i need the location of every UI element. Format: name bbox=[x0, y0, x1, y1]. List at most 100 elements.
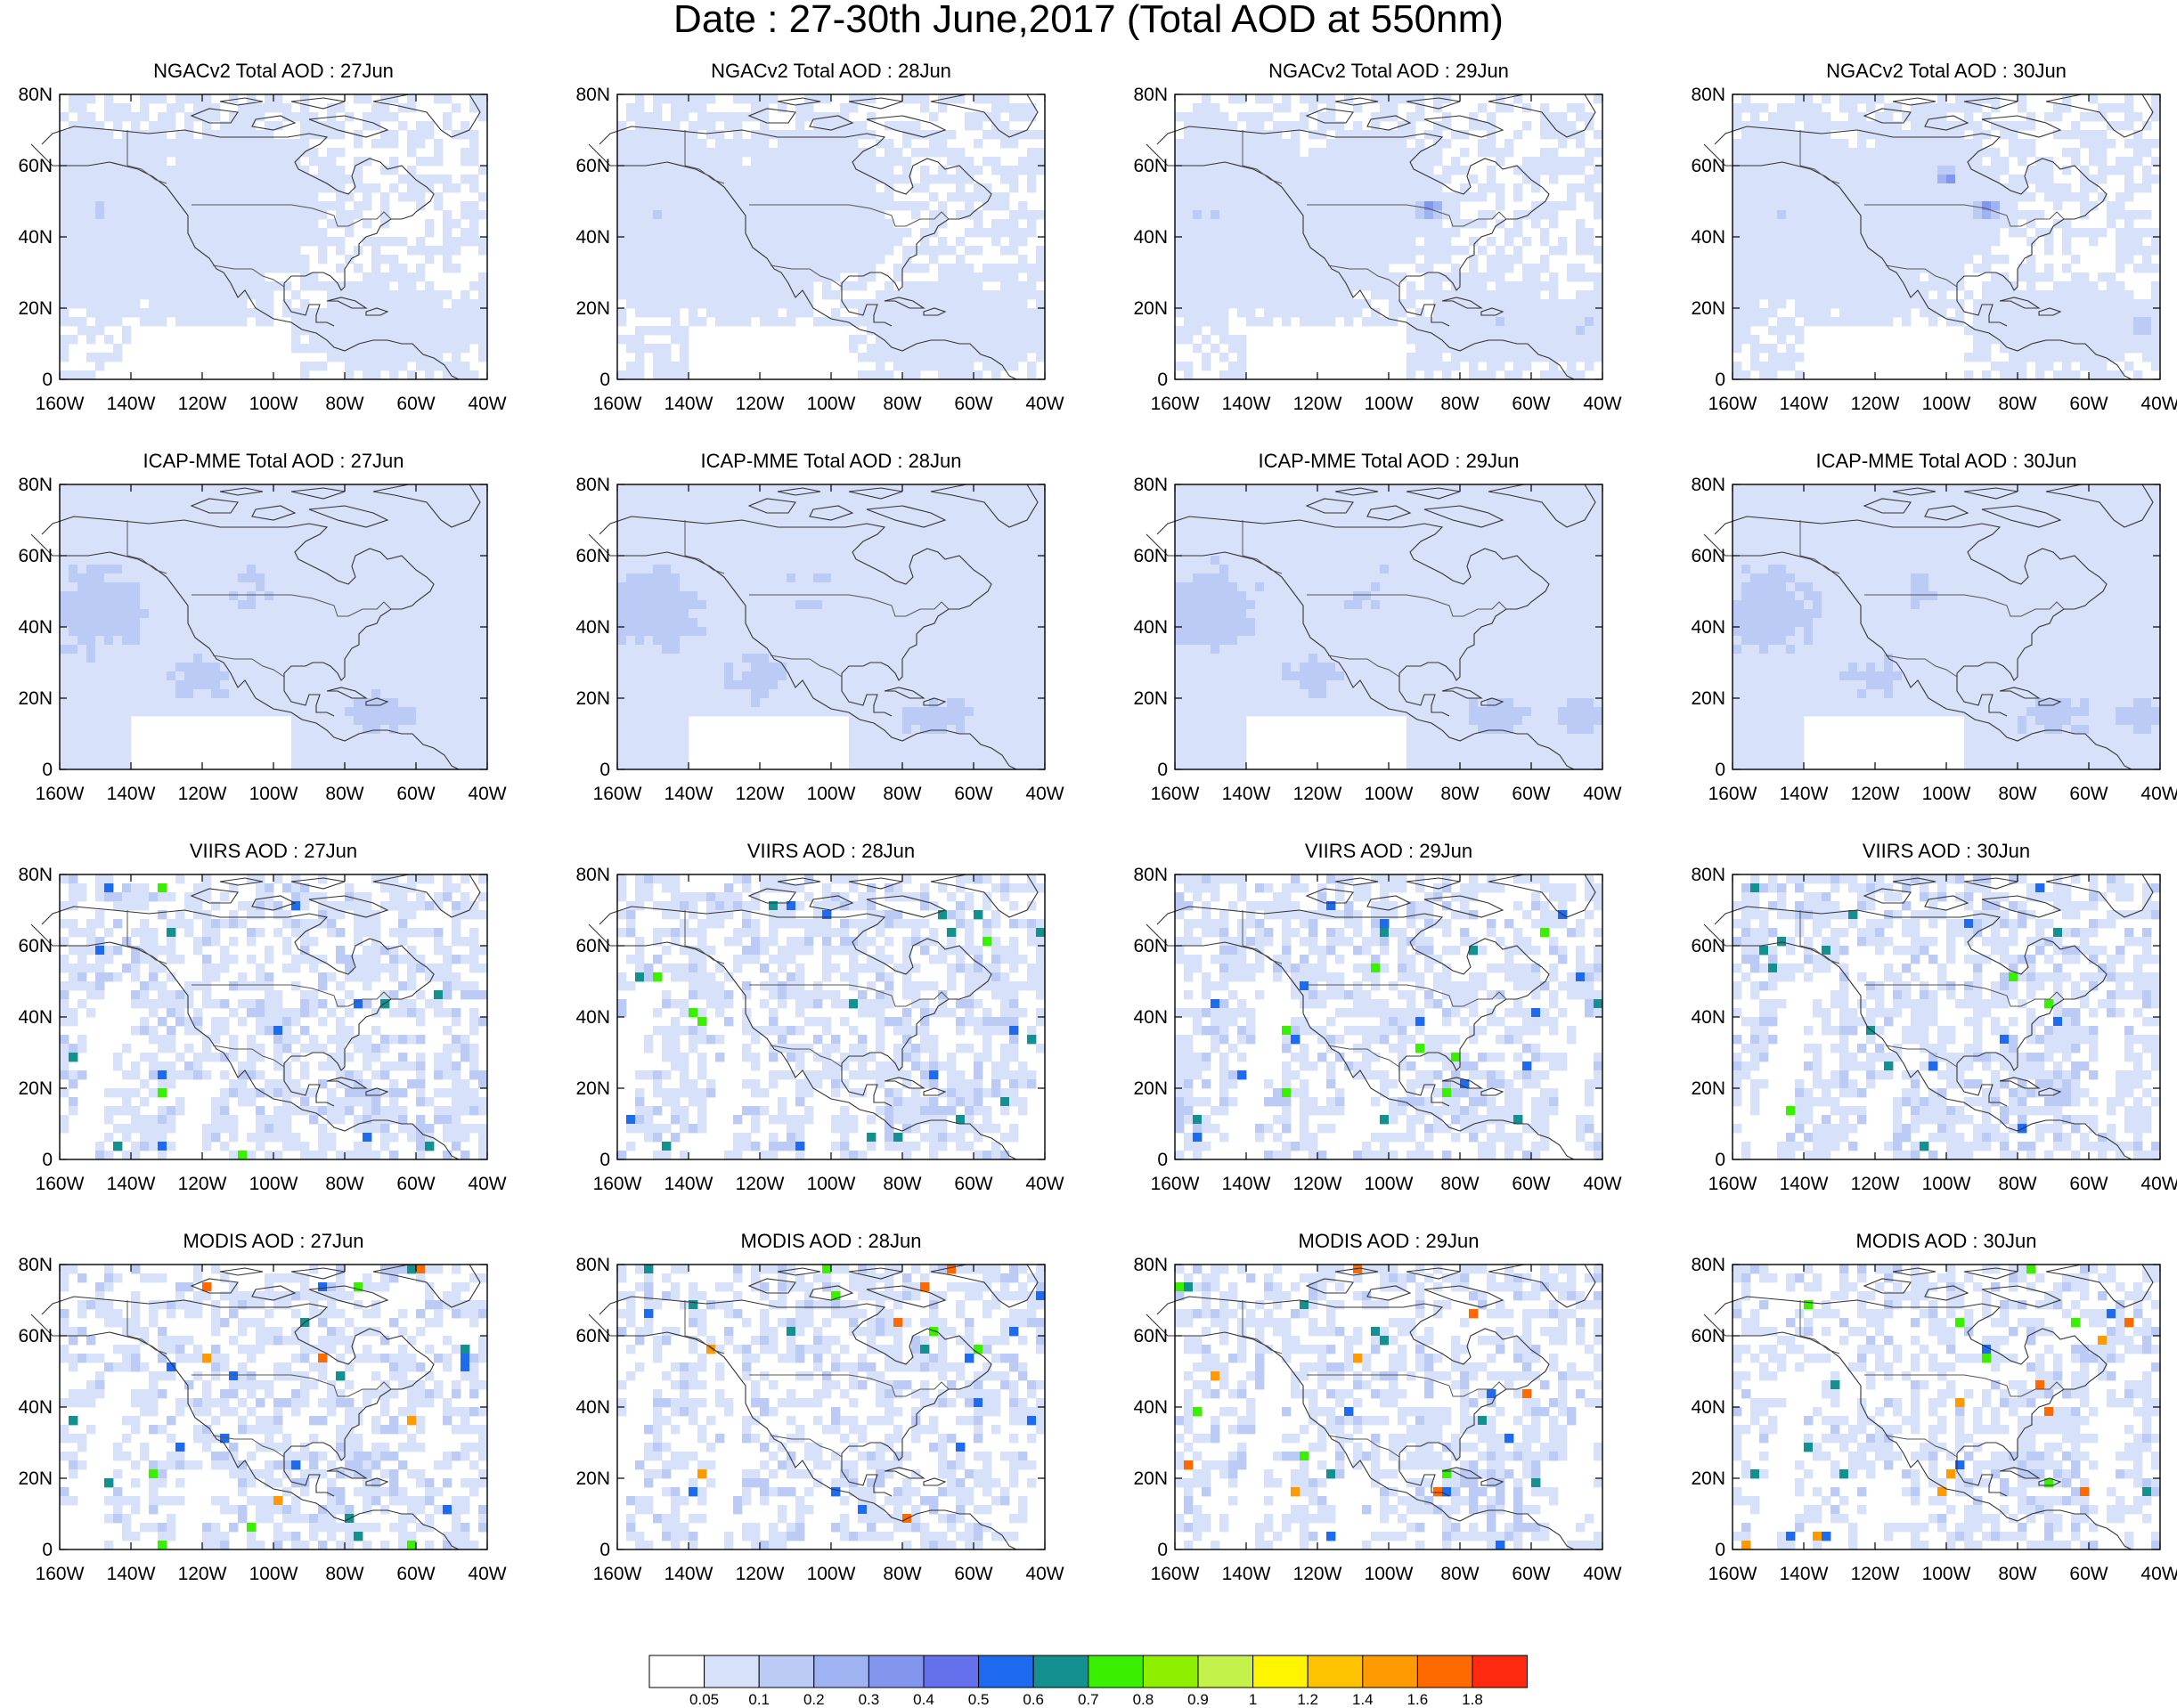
aod-map: 80N 60N 40N 20N 0 160W 140W 120W 100W 80W 60W 40W bbox=[18, 865, 506, 1194]
lat-tick-label: 80N bbox=[1691, 865, 1725, 885]
lat-tick-label: 0 bbox=[599, 1540, 610, 1560]
colorbar-swatch bbox=[1362, 1655, 1418, 1688]
lat-tick-label: 40N bbox=[575, 1007, 610, 1028]
map-panel-modis-3: MODIS AOD : 29Jun 80N 60N 40N 20N 0 160W 140W 12… bbox=[1115, 1231, 1667, 1587]
panel-title: MODIS AOD : 30Jun bbox=[1855, 1230, 2037, 1252]
panel-title: VIIRS AOD : 28Jun bbox=[746, 840, 916, 862]
aod-field bbox=[1733, 1265, 2161, 1550]
country-borders bbox=[126, 520, 392, 678]
lon-tick-label: 120W bbox=[178, 784, 227, 804]
aod-map: 80N 60N 40N 20N 0 160W 140W 120W 100W 80W 60W 40W bbox=[1691, 1255, 2177, 1584]
colorbar-swatch bbox=[813, 1655, 869, 1688]
lon-tick-label: 100W bbox=[249, 784, 298, 804]
colorbar-label: 0.2 bbox=[803, 1691, 825, 1706]
panel-title: NGACv2 Total AOD : 27Jun bbox=[153, 60, 394, 82]
lon-tick-label: 140W bbox=[1780, 1564, 1829, 1584]
lon-tick-label: 40W bbox=[1583, 394, 1621, 414]
country-borders bbox=[1799, 520, 2065, 678]
lat-tick-label: 40N bbox=[18, 227, 53, 248]
lat-tick-label: 60N bbox=[1691, 546, 1725, 566]
lat-tick-label: 80N bbox=[1133, 865, 1168, 885]
colorbar-swatch bbox=[1252, 1655, 1309, 1688]
aod-field bbox=[1175, 874, 1603, 1160]
aod-field bbox=[1175, 1265, 1603, 1550]
lon-tick-label: 100W bbox=[1365, 784, 1414, 804]
lon-tick-label: 80W bbox=[1440, 1174, 1479, 1194]
aod-field bbox=[60, 484, 488, 770]
lat-tick-label: 60N bbox=[1691, 936, 1725, 956]
lat-tick-label: 20N bbox=[1133, 298, 1168, 319]
colorbar-label: 0.1 bbox=[748, 1691, 770, 1706]
aod-map: 80N 60N 40N 20N 0 160W 140W 120W 100W 80W 60W 40W bbox=[1133, 475, 1621, 804]
lon-tick-label: 160W bbox=[1151, 1174, 1200, 1194]
lon-tick-label: 40W bbox=[468, 784, 506, 804]
aod-map: 80N 60N 40N 20N 0 160W 140W 120W 100W 80W 60W 40W bbox=[575, 475, 1064, 804]
coastlines bbox=[1703, 94, 2154, 380]
colorbar-label: 0.05 bbox=[689, 1691, 719, 1706]
lat-tick-label: 80N bbox=[575, 1255, 610, 1275]
country-borders bbox=[1242, 130, 1507, 288]
lon-tick-label: 120W bbox=[736, 784, 785, 804]
colorbar-label: 0.4 bbox=[913, 1691, 934, 1706]
lat-tick-label: 80N bbox=[575, 865, 610, 885]
lon-tick-label: 80W bbox=[1440, 1564, 1479, 1584]
panel-title: MODIS AOD : 27Jun bbox=[183, 1230, 364, 1252]
lon-tick-label: 140W bbox=[1780, 394, 1829, 414]
lon-tick-label: 140W bbox=[107, 394, 156, 414]
panel-title: VIIRS AOD : 29Jun bbox=[1304, 840, 1473, 862]
lat-tick-label: 20N bbox=[18, 1468, 53, 1489]
aod-field bbox=[617, 484, 1046, 770]
lat-tick-label: 20N bbox=[575, 688, 610, 709]
lon-tick-label: 60W bbox=[954, 394, 992, 414]
panel-title: VIIRS AOD : 30Jun bbox=[1862, 840, 2031, 862]
colorbar: 0.05 0.1 0.2 0.3 0.4 0.5 0.6 0.7 0.8 0.9 1 1.2 1.4 1.… bbox=[648, 1655, 1529, 1706]
lon-tick-label: 120W bbox=[178, 1174, 227, 1194]
lon-tick-label: 40W bbox=[468, 1564, 506, 1584]
lon-tick-label: 40W bbox=[1025, 1174, 1064, 1194]
lon-tick-label: 140W bbox=[107, 784, 156, 804]
lon-tick-label: 140W bbox=[1222, 1174, 1271, 1194]
lon-tick-label: 60W bbox=[396, 784, 435, 804]
map-panel-modis-4: MODIS AOD : 30Jun 80N 60N 40N 20N 0 160W 140W 12… bbox=[1673, 1231, 2177, 1587]
lat-tick-label: 80N bbox=[18, 865, 53, 885]
lon-tick-label: 120W bbox=[1293, 394, 1342, 414]
coastlines bbox=[1146, 1264, 1596, 1550]
lon-tick-label: 60W bbox=[2069, 1564, 2108, 1584]
map-panel-viirs-2: VIIRS AOD : 28Jun 80N 60N 40N 20N 0 160W 140W 12… bbox=[558, 841, 1110, 1197]
colorbar-swatch bbox=[978, 1655, 1034, 1688]
lat-tick-label: 60N bbox=[1691, 156, 1725, 176]
lat-tick-label: 60N bbox=[18, 156, 53, 176]
lon-tick-label: 80W bbox=[883, 1174, 921, 1194]
lon-tick-label: 60W bbox=[2069, 1174, 2108, 1194]
lon-tick-label: 120W bbox=[1851, 784, 1900, 804]
lat-tick-label: 40N bbox=[1133, 1397, 1168, 1418]
lat-tick-label: 0 bbox=[42, 760, 53, 780]
lon-tick-label: 100W bbox=[1922, 394, 1971, 414]
lon-tick-label: 60W bbox=[954, 1174, 992, 1194]
lat-tick-label: 40N bbox=[18, 617, 53, 638]
lon-tick-label: 40W bbox=[468, 394, 506, 414]
coastlines bbox=[30, 874, 481, 1160]
lon-tick-label: 140W bbox=[1222, 394, 1271, 414]
lat-tick-label: 20N bbox=[1133, 1078, 1168, 1099]
lat-tick-label: 80N bbox=[1133, 85, 1168, 105]
panel-title: MODIS AOD : 28Jun bbox=[740, 1230, 922, 1252]
lat-tick-label: 40N bbox=[575, 617, 610, 638]
lat-tick-label: 60N bbox=[18, 546, 53, 566]
lat-tick-label: 0 bbox=[42, 1540, 53, 1560]
colorbar-swatch bbox=[704, 1655, 760, 1688]
lat-tick-label: 60N bbox=[18, 936, 53, 956]
lat-tick-label: 0 bbox=[599, 370, 610, 390]
aod-map: 80N 60N 40N 20N 0 160W 140W 120W 100W 80W 60W 40W bbox=[1133, 85, 1621, 414]
lat-tick-label: 60N bbox=[1691, 1326, 1725, 1346]
lon-tick-label: 80W bbox=[1440, 394, 1479, 414]
aod-field bbox=[1733, 94, 2161, 380]
country-borders bbox=[684, 1300, 950, 1458]
lat-tick-label: 0 bbox=[1715, 1540, 1725, 1560]
panel-title: NGACv2 Total AOD : 29Jun bbox=[1268, 60, 1509, 82]
panel-title: ICAP-MME Total AOD : 27Jun bbox=[143, 450, 404, 472]
country-borders bbox=[1799, 1300, 2065, 1458]
lon-tick-label: 60W bbox=[396, 1174, 435, 1194]
lon-tick-label: 40W bbox=[1583, 784, 1621, 804]
lon-tick-label: 100W bbox=[249, 394, 298, 414]
